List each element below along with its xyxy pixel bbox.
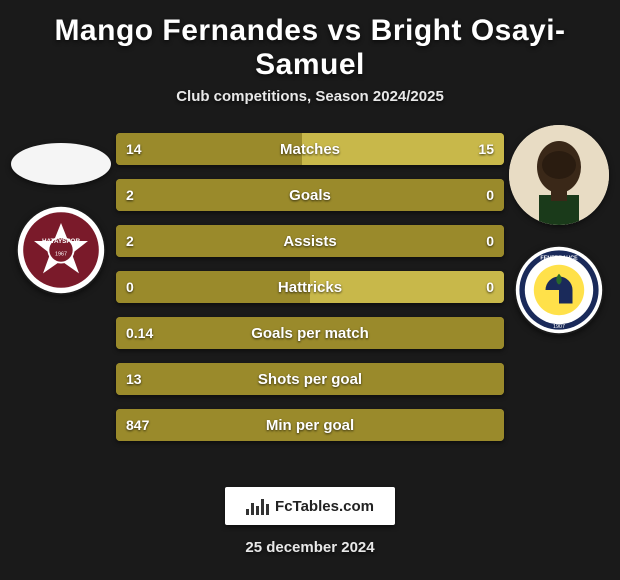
svg-text:HATAYSPOR: HATAYSPOR: [42, 238, 80, 245]
stat-row: 1415Matches: [116, 133, 504, 165]
comparison-date: 25 december 2024: [245, 539, 374, 556]
fctables-logo-icon: [246, 497, 269, 515]
fctables-label: FcTables.com: [275, 498, 374, 515]
page-title: Mango Fernandes vs Bright Osayi-Samuel: [0, 0, 620, 88]
player1-club-badge: HATAYSPOR 1967: [16, 205, 106, 295]
fctables-badge: FcTables.com: [225, 487, 395, 525]
footer: FcTables.com 25 december 2024: [0, 487, 620, 556]
page-subtitle: Club competitions, Season 2024/2025: [0, 88, 620, 125]
stat-label: Min per goal: [116, 409, 504, 441]
stat-label: Matches: [116, 133, 504, 165]
player2-avatar: [509, 125, 609, 225]
stat-row: 20Assists: [116, 225, 504, 257]
stat-row: 0.14Goals per match: [116, 317, 504, 349]
stat-label: Goals per match: [116, 317, 504, 349]
stat-label: Shots per goal: [116, 363, 504, 395]
right-player-column: FENERBAHÇE 1907: [504, 125, 614, 335]
stat-row: 847Min per goal: [116, 409, 504, 441]
stat-label: Hattricks: [116, 271, 504, 303]
stats-bars: 1415Matches 20Goals 20Assists 00Hattricks 0.…: [116, 125, 504, 449]
svg-text:1907: 1907: [553, 324, 565, 330]
svg-text:1967: 1967: [55, 251, 67, 257]
stat-row: 20Goals: [116, 179, 504, 211]
stat-row: 13Shots per goal: [116, 363, 504, 395]
stat-label: Goals: [116, 179, 504, 211]
stat-label: Assists: [116, 225, 504, 257]
player1-avatar: [11, 143, 111, 185]
svg-text:FENERBAHÇE: FENERBAHÇE: [540, 255, 578, 261]
stat-row: 00Hattricks: [116, 271, 504, 303]
comparison-panel: HATAYSPOR 1967 1415Matches 20Goals 20Assis…: [0, 125, 620, 449]
left-player-column: HATAYSPOR 1967: [6, 125, 116, 295]
player2-club-badge: FENERBAHÇE 1907: [514, 245, 604, 335]
